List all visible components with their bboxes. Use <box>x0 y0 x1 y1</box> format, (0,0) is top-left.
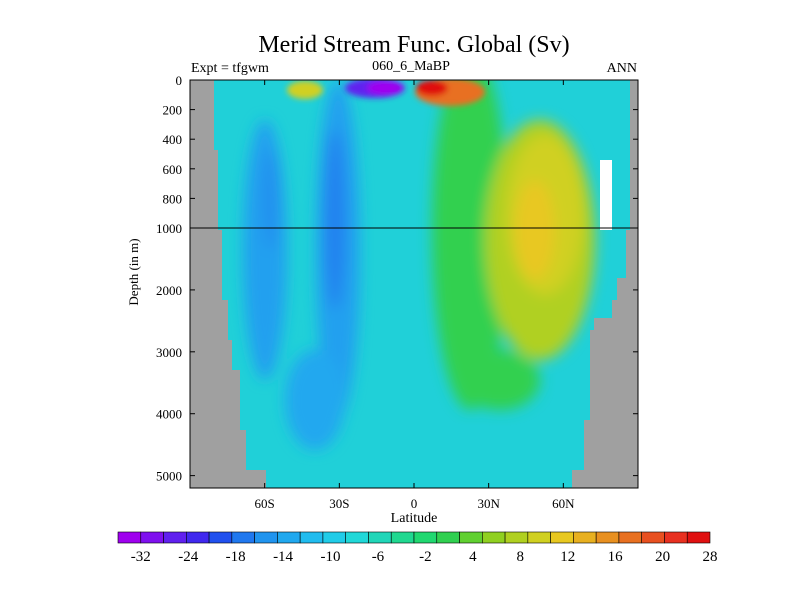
colorbar-label: -18 <box>226 549 246 565</box>
colorbar-swatch <box>550 531 574 544</box>
colorbar-swatch <box>390 531 415 544</box>
colorbar-label: 12 <box>560 549 575 565</box>
colorbar-swatch <box>140 531 164 544</box>
contour-field <box>190 80 638 488</box>
colorbar-label: -32 <box>131 549 151 565</box>
colorbar-swatch <box>186 531 210 544</box>
plot-area: 60S 30S 0 30N 60N 0 200 400 600 800 1000 2000 3000 4… <box>126 73 639 526</box>
x-tick-label: 60S <box>255 496 275 511</box>
colorbar-swatch <box>686 531 711 544</box>
x-axis-label: Latitude <box>391 511 438 526</box>
y-axis-label: Depth (in m) <box>126 238 141 305</box>
colorbar-swatch <box>527 531 551 544</box>
colorbar-swatch <box>345 531 369 544</box>
x-tick-label: 30S <box>329 496 349 511</box>
colorbar-swatch <box>482 531 506 544</box>
colorbar: -32 -24 -18 -14 -10 -6 -2 4 8 12 16 20 28 <box>117 531 718 565</box>
x-tick-label: 30N <box>477 496 500 511</box>
y-tick-label: 600 <box>163 162 183 177</box>
colorbar-swatch <box>573 531 597 544</box>
colorbar-label: 16 <box>608 549 624 565</box>
y-tick-label: 0 <box>176 73 183 88</box>
colorbar-swatch <box>208 531 233 544</box>
colorbar-label: -2 <box>419 549 432 565</box>
colorbar-label: 8 <box>517 549 525 565</box>
y-tick-label: 3000 <box>156 345 182 360</box>
colorbar-swatch <box>277 531 301 544</box>
season-label: ANN <box>607 61 637 76</box>
colorbar-swatch <box>299 531 324 544</box>
colorbar-label: 20 <box>655 549 670 565</box>
colorbar-swatch <box>595 531 620 544</box>
colorbar-label: 4 <box>469 549 477 565</box>
colorbar-label: -10 <box>321 549 341 565</box>
y-tick-label: 2000 <box>156 283 182 298</box>
colorbar-swatch <box>231 531 255 544</box>
colorbar-swatch <box>117 531 142 544</box>
colorbar-swatch <box>368 531 392 544</box>
colorbar-swatch <box>664 531 688 544</box>
colorbar-label: 28 <box>703 549 718 565</box>
x-axis-ticks: 60S 30S 0 30N 60N <box>255 80 575 511</box>
y-tick-label: 1000 <box>156 221 182 236</box>
x-tick-label: 0 <box>411 496 418 511</box>
colorbar-swatch <box>641 531 665 544</box>
y-tick-label: 400 <box>163 132 183 147</box>
colorbar-label: -6 <box>372 549 385 565</box>
colorbar-swatch <box>459 531 483 544</box>
period-label: 060_6_MaBP <box>372 59 450 74</box>
chart-title: Merid Stream Func. Global (Sv) <box>258 32 569 58</box>
experiment-label: Expt = tfgwm <box>191 61 269 76</box>
colorbar-swatch <box>413 531 438 544</box>
colorbar-label: -14 <box>273 549 293 565</box>
x-tick-label: 60N <box>552 496 575 511</box>
land-mask <box>190 80 638 488</box>
colorbar-swatch <box>436 531 460 544</box>
colorbar-swatch <box>254 531 278 544</box>
colorbar-swatch <box>322 531 346 544</box>
colorbar-swatch <box>504 531 529 544</box>
y-axis-ticks: 0 200 400 600 800 1000 2000 3000 4000 5000 <box>156 73 638 484</box>
y-tick-label: 200 <box>163 103 183 118</box>
y-tick-label: 800 <box>163 191 183 206</box>
y-tick-label: 4000 <box>156 407 182 422</box>
colorbar-swatch <box>163 531 187 544</box>
y-tick-label: 5000 <box>156 469 182 484</box>
colorbar-swatch <box>618 531 642 544</box>
colorbar-label: -24 <box>178 549 198 565</box>
